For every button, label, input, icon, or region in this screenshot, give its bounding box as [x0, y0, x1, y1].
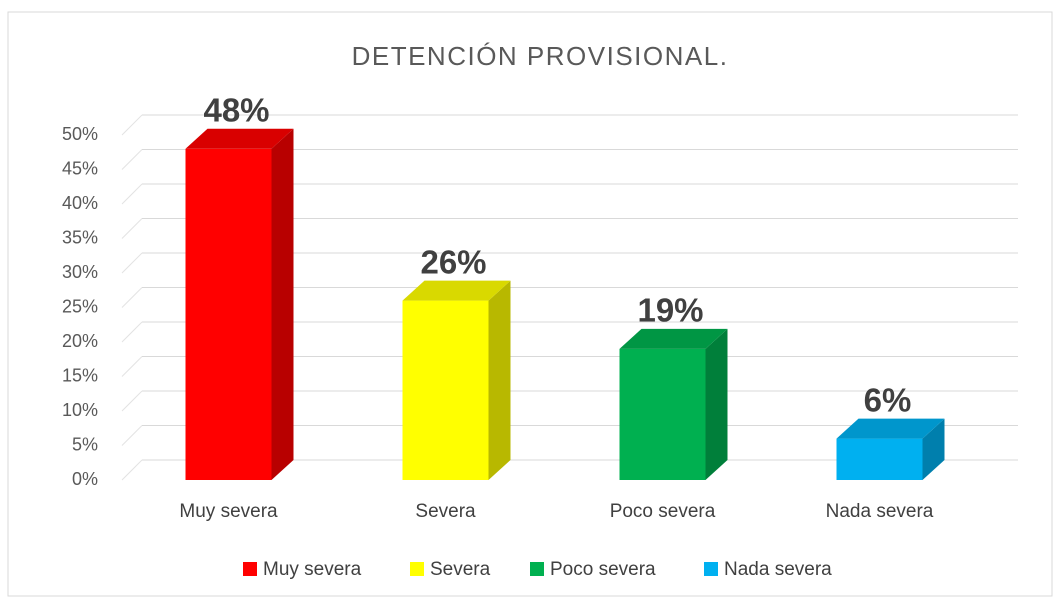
x-tick-label: Nada severa	[826, 501, 934, 522]
chart-frame	[7, 11, 1053, 597]
grid-line	[121, 321, 143, 343]
grid-line	[121, 425, 143, 446]
legend-label: Nada severa	[724, 559, 832, 580]
y-tick-label: 45%	[62, 158, 98, 178]
grid-line	[121, 390, 143, 412]
grid-line	[121, 183, 143, 205]
x-tick-label: Severa	[415, 501, 476, 522]
y-tick-label: 35%	[62, 227, 98, 247]
legend-swatch	[704, 562, 718, 576]
y-tick-label: 10%	[62, 400, 98, 420]
y-tick-label: 50%	[62, 124, 98, 144]
grid-line	[121, 287, 143, 308]
y-tick-label: 5%	[72, 434, 98, 454]
bar-side	[922, 418, 945, 480]
data-label: 6%	[864, 381, 912, 418]
y-tick-label: 20%	[62, 331, 98, 351]
bar-top	[836, 418, 945, 439]
bar	[185, 148, 272, 481]
bar-top	[619, 328, 728, 349]
bar	[619, 348, 706, 480]
data-label: 19%	[637, 292, 703, 329]
bar	[836, 438, 923, 480]
bar-side	[488, 280, 511, 480]
grid-line	[121, 459, 143, 481]
grid-line	[121, 218, 143, 239]
grid-line	[121, 252, 143, 274]
x-tick-label: Poco severa	[610, 501, 716, 522]
bar-side	[271, 128, 294, 481]
grid-line	[121, 114, 143, 136]
grid-line	[121, 149, 143, 170]
bar-top	[402, 280, 511, 301]
bar-top	[185, 128, 294, 149]
legend-label: Severa	[430, 559, 491, 580]
y-tick-label: 30%	[62, 262, 98, 282]
y-tick-label: 0%	[72, 469, 98, 489]
grid-line	[121, 356, 143, 377]
bar-side	[705, 328, 728, 480]
bar	[402, 300, 489, 480]
legend-swatch	[530, 562, 544, 576]
y-tick-label: 25%	[62, 296, 98, 316]
y-tick-label: 40%	[62, 193, 98, 213]
x-tick-label: Muy severa	[179, 501, 278, 522]
chart-title: DETENCIÓN PROVISIONAL.	[352, 41, 729, 71]
legend-label: Poco severa	[550, 559, 656, 580]
data-label: 26%	[420, 243, 486, 280]
data-label: 48%	[203, 92, 269, 129]
legend-swatch	[410, 562, 424, 576]
legend-swatch	[243, 562, 257, 576]
legend-label: Muy severa	[263, 559, 362, 580]
y-tick-label: 15%	[62, 365, 98, 385]
